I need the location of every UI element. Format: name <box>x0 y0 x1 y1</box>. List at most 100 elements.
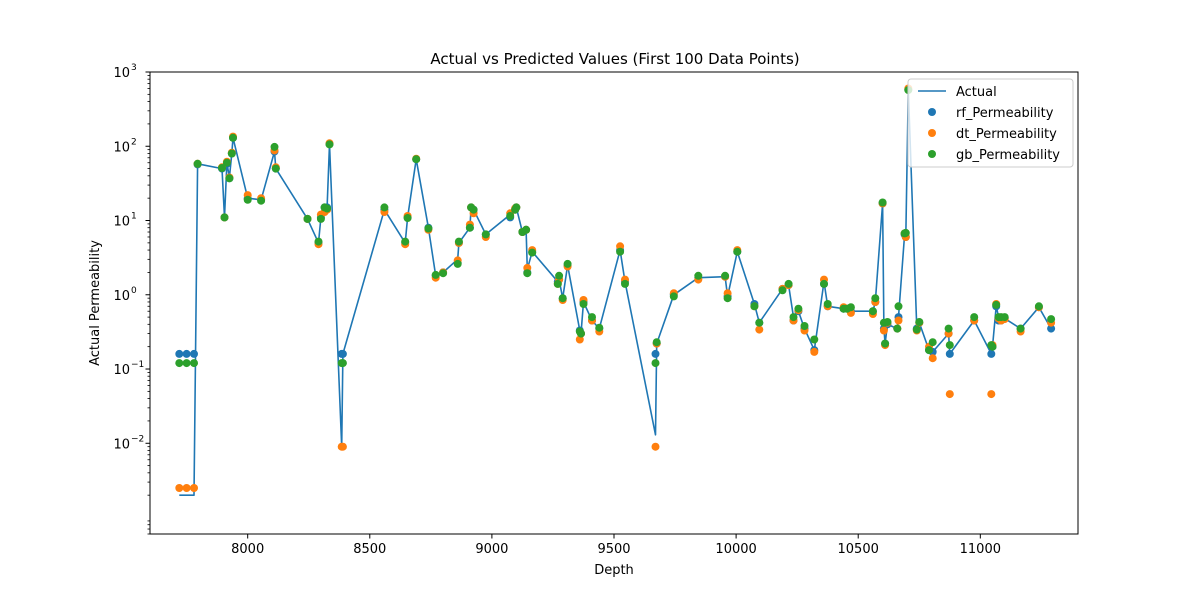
gb-point <box>454 237 463 246</box>
gb-point <box>915 318 924 326</box>
y-tick-exponent: −1 <box>131 360 144 370</box>
x-tick-label: 9000 <box>475 542 508 557</box>
gb-point <box>652 338 661 347</box>
gb-point <box>894 302 903 311</box>
gb-point <box>881 339 890 348</box>
gb-point <box>412 155 421 164</box>
gb-point <box>970 313 979 322</box>
gb-point <box>1034 302 1043 311</box>
rf-point <box>987 349 996 358</box>
gb-point <box>883 318 892 326</box>
x-tick-label: 9500 <box>597 542 630 557</box>
gb-point <box>901 228 910 237</box>
gb-point <box>723 294 732 303</box>
gb-point <box>778 286 787 295</box>
gb-point <box>512 203 521 212</box>
x-tick-label: 10500 <box>838 542 879 557</box>
gb-point <box>323 204 332 213</box>
gb-point <box>616 247 625 256</box>
gb-point <box>810 335 819 344</box>
rf-point <box>175 349 184 358</box>
gb-point <box>944 324 953 333</box>
dt-point <box>651 442 660 451</box>
rf-point <box>338 349 347 358</box>
gb-point <box>257 196 266 205</box>
dt-point <box>338 442 347 451</box>
dt-point <box>175 484 184 492</box>
gb-point <box>190 359 198 368</box>
gb-point <box>270 142 279 151</box>
gb-point <box>338 359 347 368</box>
x-tick-label: 8000 <box>231 542 264 557</box>
chart-title: Actual vs Predicted Values (First 100 Da… <box>430 50 799 68</box>
gb-point <box>988 342 997 351</box>
gb-point <box>218 164 226 172</box>
gb-point <box>784 279 793 288</box>
y-tick-exponent: 2 <box>131 137 137 147</box>
gb-point <box>325 140 334 149</box>
gb-point <box>528 248 537 257</box>
gb-point <box>925 346 933 355</box>
gb-point <box>558 294 567 303</box>
gb-point <box>401 237 410 246</box>
legend-label-rf: rf_Permeability <box>956 106 1054 121</box>
x-tick-label: 11000 <box>960 542 1001 557</box>
gb-point <box>465 223 474 232</box>
gb-point <box>755 318 764 327</box>
gb-point <box>469 205 478 214</box>
gb-point <box>721 271 730 280</box>
gb-point <box>439 269 448 278</box>
gb-point <box>225 174 234 183</box>
gb-point <box>868 307 877 316</box>
y-tick-label: 10 <box>113 289 130 304</box>
gb-point <box>243 195 252 204</box>
legend-box <box>907 78 1074 168</box>
dt-point <box>190 484 198 492</box>
gb-point <box>222 158 231 167</box>
dt-point <box>928 354 937 363</box>
y-tick-exponent: 3 <box>131 63 137 73</box>
gb-point <box>789 313 798 322</box>
legend-marker-rf <box>928 108 936 116</box>
gb-point <box>555 271 564 280</box>
gb-point <box>431 270 440 279</box>
gb-point <box>992 300 1001 309</box>
gb-point <box>595 323 604 332</box>
gb-point <box>1016 324 1025 333</box>
gb-point <box>800 322 809 330</box>
gb-point <box>481 230 490 239</box>
y-axis-label: Actual Permeability <box>88 240 103 366</box>
y-tick-label: 10 <box>113 140 130 155</box>
y-tick-exponent: 1 <box>131 212 137 222</box>
gb-point <box>314 237 323 246</box>
gb-point <box>403 214 412 222</box>
gb-point <box>316 214 325 223</box>
gb-point <box>220 213 229 222</box>
gb-point <box>750 302 759 311</box>
y-tick-exponent: −2 <box>131 434 144 444</box>
gb-point <box>1000 313 1009 322</box>
rf-point <box>1047 324 1056 333</box>
gb-point <box>227 149 236 158</box>
legend-label-gb: gb_Permeability <box>956 148 1060 163</box>
gb-point <box>506 212 515 220</box>
legend-marker-dt <box>928 129 936 137</box>
gb-point <box>182 359 191 368</box>
gb-point <box>175 359 184 368</box>
dt-point <box>879 326 888 335</box>
x-axis: 8000 8500 9000 9500 10000 10500 11000 <box>231 534 1001 557</box>
x-axis-label: Depth <box>594 563 634 578</box>
dt-point <box>987 390 996 399</box>
gb-series <box>175 86 1056 368</box>
dt-point <box>182 484 191 492</box>
gb-point <box>553 279 562 288</box>
dt-point <box>894 316 903 325</box>
gb-point <box>522 225 531 234</box>
y-tick-label: 10 <box>113 363 130 378</box>
gb-point <box>669 292 678 301</box>
gb-point <box>563 259 572 268</box>
gb-point <box>588 313 596 322</box>
y-tick-label: 10 <box>113 215 130 230</box>
